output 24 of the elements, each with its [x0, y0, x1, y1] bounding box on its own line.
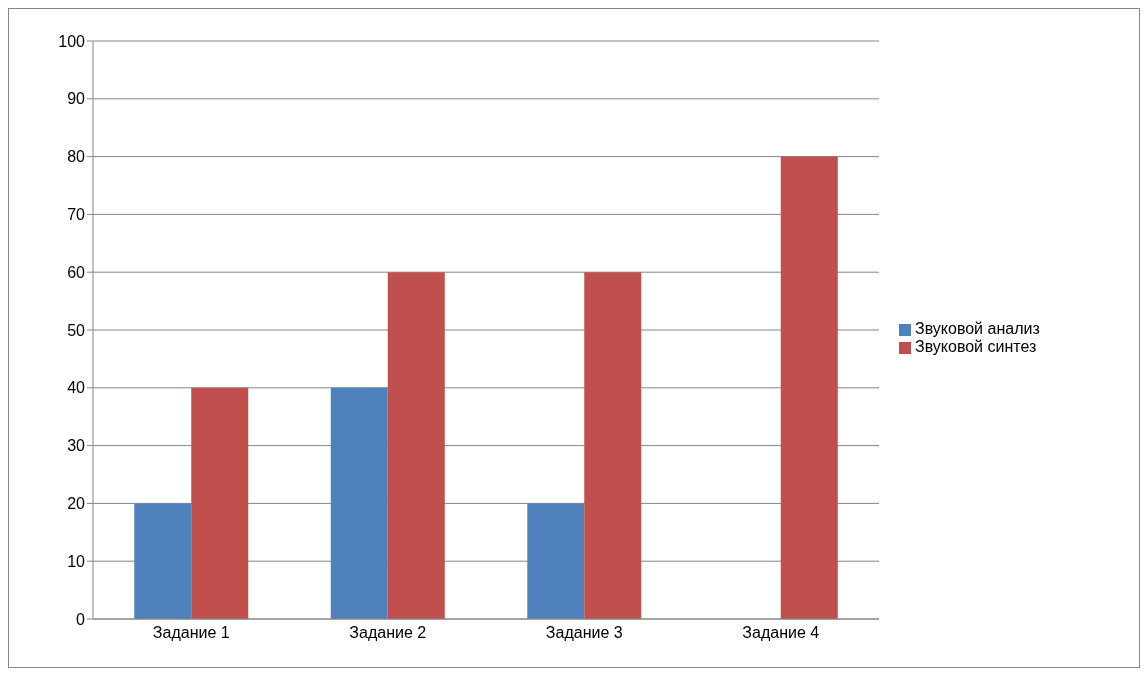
bar	[191, 387, 249, 619]
x-tick-label: Задание 1	[152, 624, 230, 642]
x-tick-label: Задание 3	[545, 624, 623, 642]
bar	[387, 272, 445, 619]
bar	[330, 387, 388, 619]
bar	[584, 272, 642, 619]
y-tick-label: 30	[67, 437, 86, 455]
y-tick-label: 100	[58, 32, 86, 50]
y-tick-label: 20	[67, 495, 86, 513]
y-tick-label: 40	[67, 379, 86, 397]
y-tick-label: 80	[67, 148, 86, 166]
bar	[780, 156, 838, 619]
y-tick-label: 0	[76, 610, 86, 628]
legend-label: Звуковой анализ	[915, 320, 1040, 337]
bar	[134, 503, 192, 619]
bar	[527, 503, 585, 619]
x-tick-label: Задание 4	[742, 624, 820, 642]
x-tick-label: Задание 2	[349, 624, 427, 642]
y-tick-label: 90	[67, 90, 86, 108]
legend-label: Звуковой синтез	[915, 338, 1037, 355]
y-tick-label: 70	[67, 206, 86, 224]
y-tick-label: 50	[67, 321, 86, 339]
y-tick-label: 60	[67, 263, 86, 281]
y-tick-label: 10	[67, 552, 86, 570]
